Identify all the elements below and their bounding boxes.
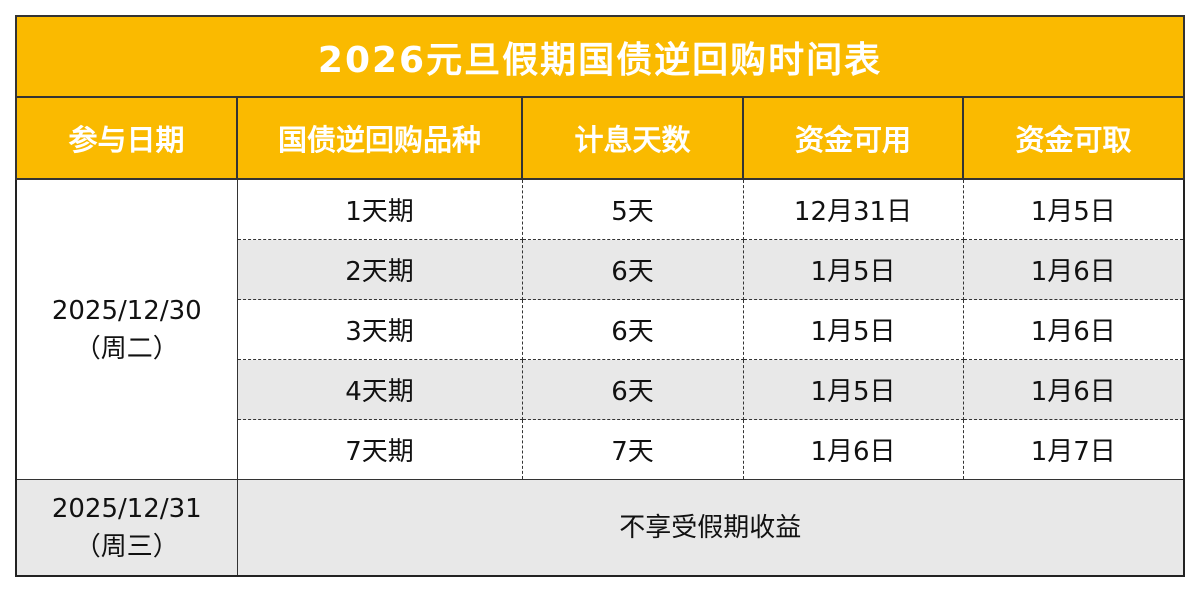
weekday: （周三） — [74, 531, 179, 562]
cell: 1月6日 — [962, 239, 1185, 300]
header-cell: 资金可取 — [962, 96, 1185, 180]
cell: 1月7日 — [962, 419, 1185, 480]
cell: 6天 — [521, 359, 744, 420]
cell: 2天期 — [236, 239, 523, 300]
cell: 7天 — [521, 419, 744, 480]
weekday: （周二） — [74, 333, 179, 364]
note-cell: 不享受假期收益 — [236, 479, 1185, 577]
data-row: 2025/12/31 （周三） 不享受假期收益 — [15, 479, 1185, 577]
cell: 3天期 — [236, 299, 523, 360]
cell: 7天期 — [236, 419, 523, 480]
header-cell: 资金可用 — [742, 96, 964, 180]
cell: 1天期 — [236, 178, 523, 240]
title-row: 2026元旦假期国债逆回购时间表 — [15, 15, 1185, 98]
date-cell: 2025/12/30 （周二） — [15, 178, 238, 480]
data-row: 2天期 6天 1月5日 1月6日 — [16, 239, 1185, 300]
header-cell: 计息天数 — [521, 96, 744, 180]
cell: 1月5日 — [742, 299, 964, 360]
date-cell: 2025/12/31 （周三） — [15, 479, 238, 577]
cell: 12月31日 — [742, 178, 964, 240]
schedule-table: 2026元旦假期国债逆回购时间表 参与日期 国债逆回购品种 计息天数 资金可用 … — [15, 15, 1185, 577]
cell: 1月5日 — [962, 178, 1185, 240]
data-row: 7天期 7天 1月6日 1月7日 — [16, 419, 1185, 480]
cell: 4天期 — [236, 359, 523, 420]
cell: 1月5日 — [742, 239, 964, 300]
cell: 1月5日 — [742, 359, 964, 420]
date: 2025/12/31 — [51, 493, 202, 524]
header-row: 参与日期 国债逆回购品种 计息天数 资金可用 资金可取 — [15, 96, 1185, 180]
cell: 5天 — [521, 178, 744, 240]
cell: 1月6日 — [742, 419, 964, 480]
header-cell: 国债逆回购品种 — [236, 96, 523, 180]
table-title: 2026元旦假期国债逆回购时间表 — [15, 15, 1185, 98]
cell: 1月6日 — [962, 299, 1185, 360]
cell: 1月6日 — [962, 359, 1185, 420]
header-cell: 参与日期 — [15, 96, 238, 180]
date: 2025/12/30 — [51, 295, 202, 326]
cell: 6天 — [521, 299, 744, 360]
cell: 6天 — [521, 239, 744, 300]
data-row: 2025/12/30 （周二） 1天期 5天 12月31日 1月5日 — [15, 178, 1185, 480]
data-row: 3天期 6天 1月5日 1月6日 — [16, 299, 1185, 360]
